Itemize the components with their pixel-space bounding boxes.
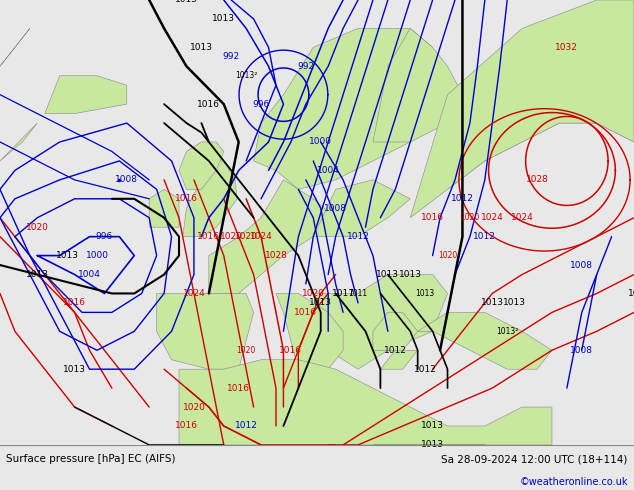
Text: 1000: 1000 bbox=[309, 138, 332, 147]
Polygon shape bbox=[313, 274, 448, 369]
Text: 1013: 1013 bbox=[415, 289, 435, 298]
Text: ©weatheronline.co.uk: ©weatheronline.co.uk bbox=[519, 477, 628, 487]
Text: 1028: 1028 bbox=[264, 251, 287, 260]
Polygon shape bbox=[276, 294, 343, 369]
Text: 1016: 1016 bbox=[175, 421, 198, 431]
Text: 1008: 1008 bbox=[324, 204, 347, 213]
Polygon shape bbox=[410, 0, 634, 218]
Text: 1004: 1004 bbox=[317, 166, 340, 175]
Polygon shape bbox=[149, 189, 179, 227]
Polygon shape bbox=[373, 313, 418, 350]
Text: 1016: 1016 bbox=[280, 346, 302, 355]
Text: 10: 10 bbox=[628, 289, 634, 298]
Text: 1020: 1020 bbox=[460, 213, 479, 222]
Text: 1013: 1013 bbox=[421, 421, 444, 431]
Text: 1013: 1013 bbox=[63, 365, 86, 374]
Text: 1012: 1012 bbox=[235, 421, 257, 431]
Text: 1020: 1020 bbox=[302, 289, 325, 298]
Text: 1016: 1016 bbox=[421, 213, 444, 222]
Text: 1004: 1004 bbox=[78, 270, 101, 279]
Polygon shape bbox=[418, 313, 552, 369]
Text: 1012: 1012 bbox=[474, 232, 496, 241]
Text: 1013: 1013 bbox=[212, 14, 235, 24]
Polygon shape bbox=[448, 0, 634, 189]
Text: 1016: 1016 bbox=[63, 298, 86, 307]
Text: 1024: 1024 bbox=[250, 232, 273, 241]
Polygon shape bbox=[380, 350, 418, 369]
Text: 1020: 1020 bbox=[26, 222, 49, 232]
Text: 1013: 1013 bbox=[56, 251, 79, 260]
Polygon shape bbox=[313, 180, 410, 237]
Text: 1024: 1024 bbox=[511, 213, 533, 222]
Text: 1012: 1012 bbox=[414, 365, 437, 374]
Text: 1020: 1020 bbox=[220, 232, 243, 241]
Text: 1024: 1024 bbox=[183, 289, 205, 298]
Polygon shape bbox=[254, 28, 448, 189]
Text: 1013: 1013 bbox=[503, 298, 526, 307]
Polygon shape bbox=[0, 28, 30, 66]
Text: 1016: 1016 bbox=[175, 195, 198, 203]
Text: 1013: 1013 bbox=[399, 270, 422, 279]
Text: 1012: 1012 bbox=[451, 195, 474, 203]
Text: 1016: 1016 bbox=[294, 308, 317, 317]
Polygon shape bbox=[157, 294, 254, 369]
Text: 996: 996 bbox=[96, 232, 113, 241]
Text: 1012: 1012 bbox=[384, 346, 407, 355]
Text: 1013²: 1013² bbox=[496, 327, 519, 336]
Text: 1020: 1020 bbox=[236, 346, 256, 355]
Text: 1024: 1024 bbox=[481, 213, 503, 222]
Text: 1028: 1028 bbox=[526, 175, 548, 184]
Text: Surface pressure [hPa] EC (AIFS): Surface pressure [hPa] EC (AIFS) bbox=[6, 454, 176, 465]
Text: 1013²: 1013² bbox=[235, 71, 257, 80]
Text: 996: 996 bbox=[252, 99, 269, 109]
Text: 1008: 1008 bbox=[571, 346, 593, 355]
Text: 1020: 1020 bbox=[235, 232, 257, 241]
Polygon shape bbox=[373, 28, 462, 142]
Text: 1013: 1013 bbox=[421, 441, 444, 449]
Text: 1012: 1012 bbox=[347, 232, 370, 241]
Text: 1016: 1016 bbox=[197, 99, 221, 109]
Text: 1013: 1013 bbox=[26, 270, 49, 279]
Polygon shape bbox=[179, 360, 552, 445]
Text: 1011: 1011 bbox=[349, 289, 368, 298]
Polygon shape bbox=[0, 123, 37, 161]
Text: 1008: 1008 bbox=[115, 175, 138, 184]
Text: 1013: 1013 bbox=[175, 0, 198, 4]
Text: 1013: 1013 bbox=[377, 270, 399, 279]
Text: 1016: 1016 bbox=[227, 384, 250, 392]
Text: 1013: 1013 bbox=[190, 43, 213, 52]
Text: 1013: 1013 bbox=[309, 298, 332, 307]
Polygon shape bbox=[179, 142, 224, 189]
Text: 1017: 1017 bbox=[332, 289, 354, 298]
Text: 992: 992 bbox=[297, 62, 314, 71]
Text: 1020: 1020 bbox=[183, 403, 205, 412]
Text: 1013: 1013 bbox=[481, 298, 504, 307]
Polygon shape bbox=[45, 76, 127, 114]
Text: 1020: 1020 bbox=[438, 251, 457, 260]
Text: 1000: 1000 bbox=[86, 251, 108, 260]
Text: 992: 992 bbox=[223, 52, 240, 61]
Text: 1016: 1016 bbox=[197, 232, 221, 241]
Text: Sa 28-09-2024 12:00 UTC (18+114): Sa 28-09-2024 12:00 UTC (18+114) bbox=[441, 454, 628, 465]
Text: 1008: 1008 bbox=[571, 261, 593, 270]
Polygon shape bbox=[209, 180, 335, 294]
Polygon shape bbox=[183, 161, 237, 237]
Text: 1032: 1032 bbox=[555, 43, 578, 52]
